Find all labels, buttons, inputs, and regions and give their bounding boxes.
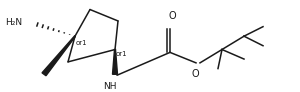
Polygon shape xyxy=(42,36,75,76)
Text: or1: or1 xyxy=(116,51,128,57)
Text: NH: NH xyxy=(103,82,117,91)
Text: H₂N: H₂N xyxy=(5,18,22,27)
Text: or1: or1 xyxy=(76,40,88,46)
Text: O: O xyxy=(168,11,176,21)
Text: O: O xyxy=(191,69,199,79)
Polygon shape xyxy=(112,49,118,74)
